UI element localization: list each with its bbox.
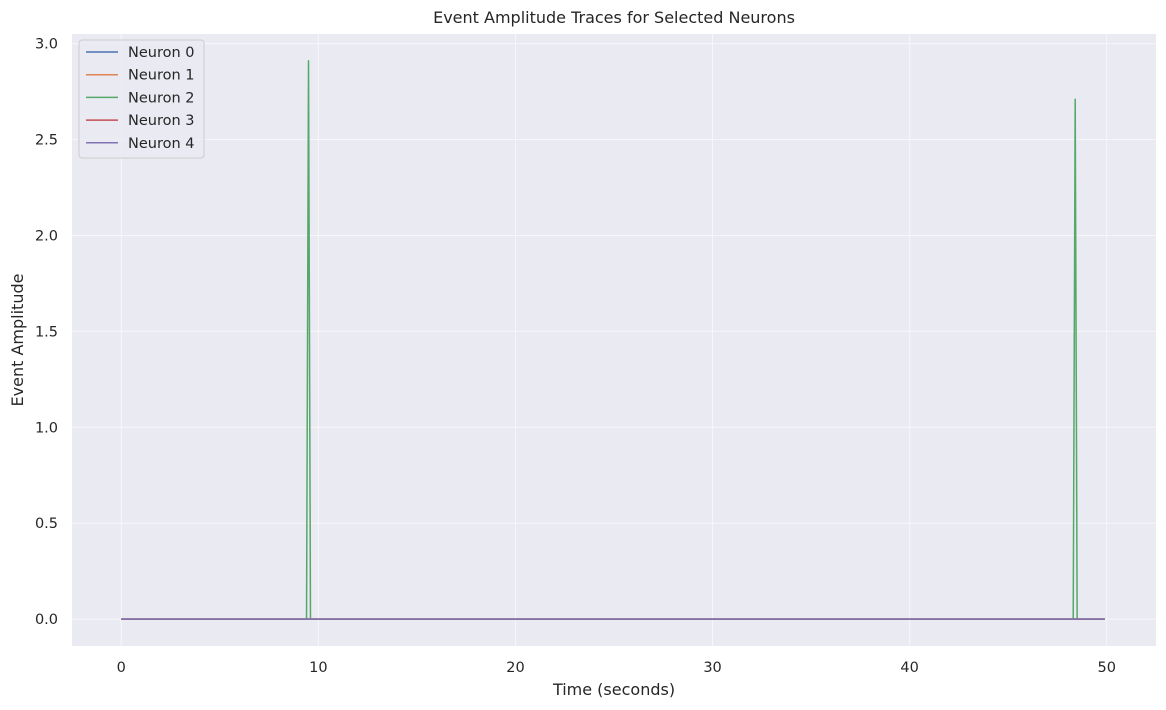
y-axis-label: Event Amplitude: [8, 274, 27, 407]
legend-label: Neuron 4: [128, 136, 195, 152]
x-tick-label: 30: [703, 660, 721, 676]
x-tick-label: 50: [1098, 660, 1116, 676]
x-tick-label: 20: [506, 660, 524, 676]
y-axis-ticks: 0.0 0.5 1.0 1.5 2.0 2.5 3.0: [35, 37, 58, 629]
legend-label: Neuron 3: [128, 113, 195, 129]
x-axis-ticks: 0 10 20 30 40 50: [117, 660, 1116, 676]
y-tick-label: 1.0: [35, 420, 58, 436]
legend-label: Neuron 1: [128, 68, 195, 84]
series-layer: [121, 60, 1105, 620]
x-tick-label: 40: [900, 660, 918, 676]
y-tick-label: 2.0: [35, 228, 58, 244]
x-tick-label: 10: [309, 660, 327, 676]
x-axis-label: Time (seconds): [552, 680, 675, 699]
y-tick-label: 0.5: [35, 516, 58, 532]
plot-area: [72, 34, 1156, 646]
x-tick-label: 0: [117, 660, 126, 676]
y-tick-label: 2.5: [35, 133, 58, 149]
legend: Neuron 0 Neuron 1 Neuron 2 Neuron 3 Neuron 4: [78, 39, 205, 159]
y-tick-label: 0.0: [35, 612, 58, 628]
legend-label: Neuron 0: [128, 45, 195, 61]
y-tick-label: 3.0: [35, 37, 58, 53]
y-tick-label: 1.5: [35, 324, 58, 340]
chart-title: Event Amplitude Traces for Selected Neur…: [433, 8, 795, 27]
legend-label: Neuron 2: [128, 90, 195, 106]
legend-frame: [78, 39, 205, 159]
